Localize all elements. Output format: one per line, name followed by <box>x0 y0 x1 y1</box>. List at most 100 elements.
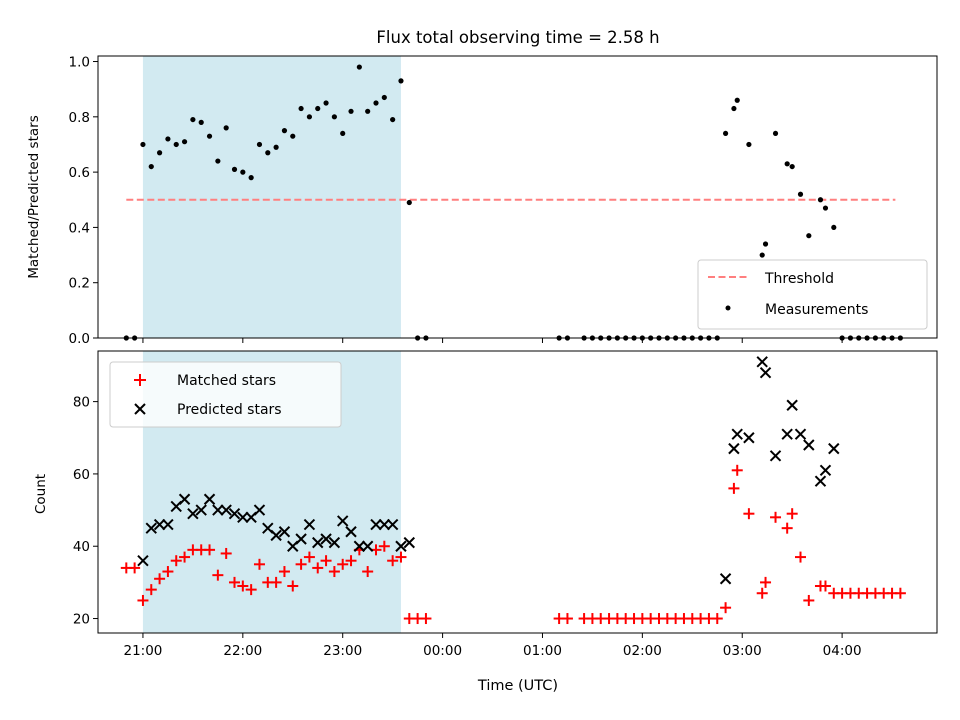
y-tick-label: 40 <box>73 539 90 555</box>
matched-star-point <box>803 594 815 606</box>
predicted-star-point <box>828 442 840 455</box>
count-panel: 20 40 60 80 21:00 22:00 23:00 00:00 01:00 02:00 03… <box>33 350 938 659</box>
y-tick-label: 0.8 <box>69 110 90 126</box>
y-tick-label: 0.0 <box>69 331 90 347</box>
matched-star-point <box>819 580 831 592</box>
measurement-point <box>356 64 362 70</box>
y-tick-label: 80 <box>73 395 90 411</box>
count-legend: Matched stars Predicted stars <box>109 361 342 428</box>
matched-star-point <box>312 562 324 574</box>
x-axis-label: Time (UTC) <box>477 678 558 694</box>
matched-star-point <box>786 508 798 520</box>
y-tick-label: 20 <box>73 612 90 628</box>
measurement-point <box>206 133 213 139</box>
predicted-marker-b <box>270 529 282 542</box>
predicted-star-point <box>153 518 166 531</box>
matched-star-point <box>711 613 723 625</box>
predicted-marker-b <box>819 464 832 477</box>
predicted-marker-b <box>262 522 274 534</box>
predicted-marker-b <box>828 442 840 455</box>
x-tick-label: 04:00 <box>823 643 862 659</box>
predicted-marker-b <box>145 522 157 534</box>
x-tick-label: 21:00 <box>123 643 162 659</box>
predicted-marker-b <box>228 507 241 520</box>
predicted-star-point <box>312 536 324 549</box>
measurement-point <box>156 150 163 156</box>
matched-star-point <box>162 566 174 578</box>
measurement-point <box>722 130 729 137</box>
predicted-marker-b <box>320 533 332 545</box>
predicted-star-point <box>403 536 416 549</box>
measurement-point <box>240 169 246 175</box>
measurement-point <box>406 199 412 206</box>
predicted-star-point <box>361 540 374 552</box>
x-tick-label: 03:00 <box>723 643 762 659</box>
predicted-marker-b <box>743 432 755 444</box>
measurement-point <box>746 141 752 148</box>
measurement-point <box>340 130 346 137</box>
measurement-point <box>315 105 321 112</box>
predicted-star-point <box>786 399 798 411</box>
ratio-axis-ticks: 0.0 0.2 0.4 0.6 0.8 1.0 <box>69 55 843 347</box>
predicted-marker-b <box>237 511 249 524</box>
predicted-marker-b <box>759 366 772 379</box>
measurement-point <box>323 100 329 106</box>
predicted-marker-b <box>361 540 374 552</box>
ratio-y-axis-label: Matched/Predicted stars <box>26 115 42 278</box>
y-tick-label: 0.2 <box>69 276 90 292</box>
measurement-point <box>165 136 171 142</box>
matched-star-point <box>237 580 249 592</box>
predicted-marker-b <box>345 526 357 538</box>
predicted-star-point <box>370 518 382 531</box>
predicted-star-point <box>819 464 832 477</box>
predicted-marker-b <box>395 540 407 552</box>
measurement-point <box>140 141 146 148</box>
predicted-marker-b <box>212 504 224 516</box>
predicted-marker-b <box>303 518 316 531</box>
matched-star-point <box>295 558 307 570</box>
matched-star-point <box>129 562 141 574</box>
matched-legend-label: Matched stars <box>177 373 276 389</box>
predicted-star-point <box>759 366 772 379</box>
count-plot-marks <box>120 356 906 625</box>
predicted-star-point <box>328 536 341 549</box>
predicted-star-point <box>731 428 743 440</box>
matched-star-point <box>245 584 257 596</box>
matched-star-point <box>179 551 191 563</box>
measurement-point <box>198 119 204 125</box>
measurement-point <box>831 224 837 231</box>
predicted-star-point <box>137 554 149 567</box>
matched-star-point <box>229 576 241 588</box>
ratio-plot-frame <box>97 55 938 339</box>
measurement-point <box>784 161 790 167</box>
predicted-star-point <box>187 507 199 520</box>
predicted-marker-b <box>220 504 232 516</box>
measurement-point <box>390 116 396 123</box>
observing-window-shade <box>142 56 401 338</box>
measurement-point <box>789 163 795 170</box>
predicted-marker-b <box>731 428 743 440</box>
matched-star-point <box>395 551 407 563</box>
measurement-point <box>822 205 829 211</box>
predicted-marker-b <box>153 518 166 531</box>
predicted-marker-b <box>162 518 174 531</box>
ratio-legend-box <box>697 259 928 330</box>
matched-star-point <box>731 464 743 476</box>
measurement-point <box>273 144 279 150</box>
predicted-marker-b <box>403 536 416 549</box>
measurement-point <box>365 108 371 114</box>
measurement-point <box>381 94 387 101</box>
measurement-point <box>290 133 296 139</box>
measurement-point <box>331 114 337 120</box>
predicted-legend-label: Predicted stars <box>177 402 282 418</box>
measurement-point <box>281 128 288 134</box>
measurement-point <box>731 105 737 112</box>
predicted-star-point <box>203 493 216 505</box>
measurement-point <box>223 125 229 131</box>
predicted-marker-b <box>353 540 366 552</box>
matched-star-point <box>362 566 374 578</box>
figure-title: Flux total observing time = 2.58 h <box>376 28 659 47</box>
predicted-star-point <box>794 428 807 440</box>
predicted-star-point <box>781 428 793 440</box>
y-tick-label: 1.0 <box>69 55 90 71</box>
